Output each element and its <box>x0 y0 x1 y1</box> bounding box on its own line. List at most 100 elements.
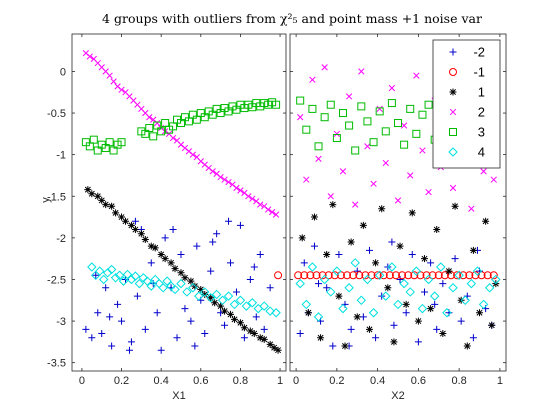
data-point-group-4 <box>295 278 305 289</box>
data-point-group-4 <box>326 287 336 297</box>
data-point-group--1 <box>343 271 352 280</box>
data-point-group--2 <box>296 330 304 338</box>
data-point-group-4 <box>162 276 172 286</box>
data-point-group-1 <box>488 321 496 329</box>
legend-label: -2 <box>473 45 485 60</box>
x-tick-label: 1 <box>497 375 503 387</box>
data-point-group--2 <box>323 284 331 292</box>
data-point-group-2 <box>209 168 216 175</box>
data-point-group--2 <box>431 300 439 308</box>
legend-marker--1 <box>449 68 457 76</box>
data-point-group-2 <box>394 197 402 204</box>
data-point-group--2 <box>353 267 361 275</box>
data-point-group-4 <box>448 283 458 293</box>
data-point-group-3 <box>302 125 311 134</box>
data-point-group-4 <box>374 270 385 281</box>
data-point-group--2 <box>252 313 260 321</box>
data-point-group-1 <box>131 226 139 234</box>
data-point-group-4 <box>110 273 121 283</box>
data-point-group-4 <box>158 283 168 293</box>
x-axis-label: X2 <box>391 390 404 402</box>
data-point-group-1 <box>201 290 209 298</box>
data-point-group-4 <box>332 266 342 276</box>
data-point-group-3 <box>363 117 372 126</box>
data-point-group--2 <box>169 226 177 234</box>
data-point-group-4 <box>442 308 452 318</box>
data-point-group-1 <box>347 238 355 246</box>
data-point-group--2 <box>108 342 116 350</box>
data-point-group-4 <box>126 274 137 285</box>
data-point-group--2 <box>227 259 235 267</box>
data-point-group-1 <box>236 319 244 327</box>
data-point-group-2 <box>303 176 310 183</box>
y-tick-label: -1.5 <box>47 191 66 203</box>
data-point-group--2 <box>347 325 355 333</box>
data-point-group--2 <box>240 334 248 342</box>
data-point-group--2 <box>114 300 122 308</box>
data-point-group-1 <box>217 302 225 310</box>
data-point-group-4 <box>362 274 373 285</box>
data-point-group-4 <box>134 278 145 289</box>
data-point-group-4 <box>211 289 222 300</box>
x-tick-label: 0.8 <box>451 375 466 387</box>
data-point-group-4 <box>319 274 330 285</box>
data-point-group--2 <box>372 334 380 342</box>
data-point-group-2 <box>245 193 252 200</box>
data-point-group--2 <box>310 242 318 250</box>
data-point-group-4 <box>491 274 501 285</box>
data-point-group-2 <box>376 105 383 113</box>
data-point-group--1 <box>379 271 388 280</box>
data-point-group-2 <box>352 201 359 208</box>
data-point-group-4 <box>200 287 210 297</box>
data-point-group-2 <box>449 184 457 192</box>
data-point-group-1 <box>266 340 274 348</box>
x-tick-label: 0.6 <box>193 375 208 387</box>
data-point-group--2 <box>232 288 240 296</box>
data-point-group-1 <box>433 226 441 234</box>
legend-marker-4 <box>448 147 458 157</box>
data-point-group--2 <box>396 275 404 283</box>
legend-label: -1 <box>473 65 485 80</box>
data-point-group-1 <box>445 267 453 275</box>
data-point-group-1 <box>298 234 306 242</box>
data-point-group--1 <box>294 271 303 280</box>
data-point-group-2 <box>407 172 414 179</box>
data-point-group-4 <box>350 258 360 268</box>
data-point-group-3 <box>89 135 98 144</box>
data-point-group-3 <box>296 96 305 105</box>
data-point-group-2 <box>221 176 228 183</box>
data-point-group-4 <box>217 295 228 306</box>
data-point-group-1 <box>127 221 135 229</box>
data-point-group--2 <box>153 309 161 317</box>
data-point-group--2 <box>408 251 416 259</box>
x-tick-label: 0.2 <box>329 375 344 387</box>
data-point-group--2 <box>82 325 90 333</box>
data-point-group-3 <box>145 124 154 133</box>
data-point-group-4 <box>484 283 495 293</box>
data-point-group-1 <box>372 259 380 267</box>
data-point-group--2 <box>157 346 165 354</box>
data-point-group-3 <box>338 109 347 118</box>
data-point-group-2 <box>249 195 256 202</box>
data-point-group--2 <box>141 325 149 333</box>
data-point-group--1 <box>489 271 498 280</box>
data-point-group-4 <box>436 262 446 272</box>
data-point-group--2 <box>359 313 367 321</box>
data-point-group-2 <box>272 211 280 218</box>
data-point-group-2 <box>480 168 487 175</box>
data-point-group--2 <box>127 338 135 346</box>
data-point-group-1 <box>84 186 92 194</box>
data-point-group--1 <box>440 271 449 280</box>
data-point-group--2 <box>329 342 337 350</box>
data-point-group--1 <box>300 271 309 280</box>
data-point-group-3 <box>272 100 281 109</box>
data-point-group-4 <box>241 301 252 311</box>
data-point-group-1 <box>274 346 282 354</box>
data-point-group-4 <box>307 262 318 272</box>
legend-box <box>432 39 501 169</box>
x-tick-label: 0.6 <box>411 375 426 387</box>
data-point-group-3 <box>406 104 415 113</box>
data-point-group-1 <box>230 315 238 323</box>
data-point-group-1 <box>141 236 149 244</box>
